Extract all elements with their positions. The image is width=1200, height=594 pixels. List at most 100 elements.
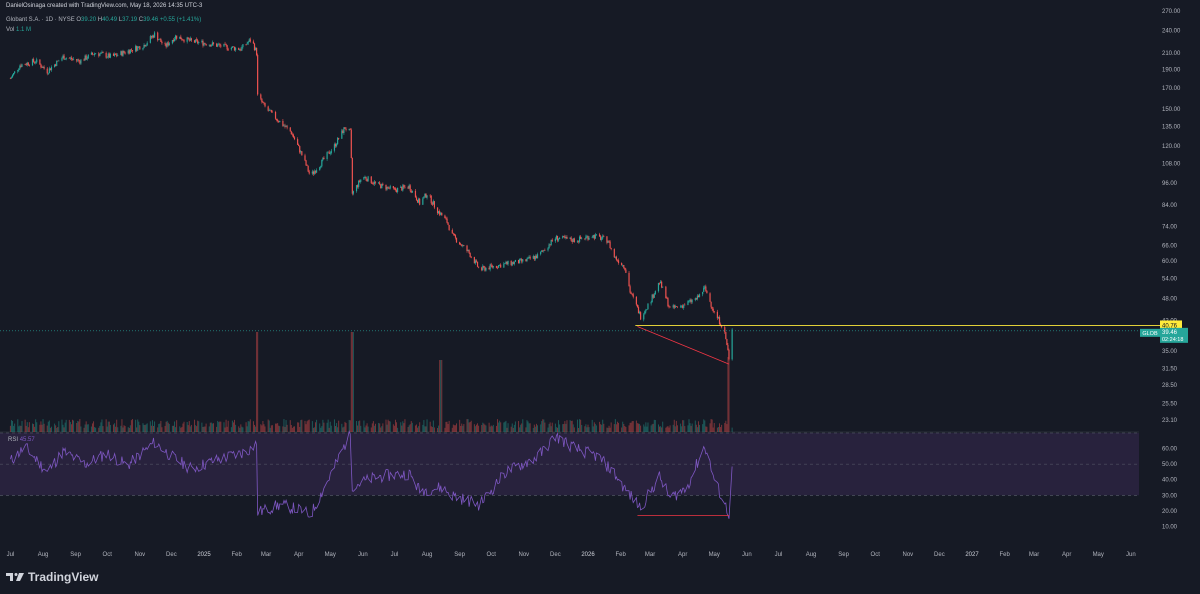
- candle-body: [341, 130, 343, 139]
- candle-body: [234, 47, 237, 51]
- candle-body: [19, 65, 21, 69]
- symbol-description[interactable]: Globant S.A. · 1D · NYSE: [6, 17, 75, 23]
- candle-body: [187, 37, 189, 40]
- volume-bar: [218, 422, 220, 432]
- volume-bar: [483, 423, 485, 432]
- candle-body: [157, 32, 159, 41]
- rsi-legend[interactable]: RSI 45.57: [8, 437, 35, 443]
- volume-bar: [521, 423, 523, 432]
- volume-bar: [422, 424, 424, 432]
- volume-bar: [348, 419, 350, 432]
- volume-bar: [201, 422, 203, 432]
- volume-bar: [636, 423, 638, 432]
- candle-body: [631, 293, 633, 295]
- candle-body: [271, 111, 273, 113]
- volume-bar: [389, 421, 391, 432]
- candle-body: [562, 235, 564, 239]
- volume-bar: [121, 419, 123, 432]
- volume-bar: [165, 421, 167, 432]
- candle-body: [26, 62, 28, 65]
- price-axis-tick: 35.00: [1162, 349, 1178, 355]
- candle-body: [451, 230, 453, 234]
- volume-bar: [423, 420, 425, 432]
- volume-bar: [506, 427, 508, 432]
- price-axis-tick: 135.00: [1162, 124, 1181, 130]
- candle-body: [598, 234, 601, 237]
- candle-body: [721, 326, 723, 328]
- volume-bar: [474, 426, 476, 432]
- candle-body: [223, 43, 225, 47]
- candle-body: [630, 292, 632, 294]
- candle-body: [436, 207, 439, 214]
- volume-bar: [397, 427, 399, 432]
- candle-body: [459, 242, 461, 245]
- volume-bar: [571, 420, 573, 432]
- volume-bar: [437, 427, 439, 432]
- volume-bar: [624, 426, 626, 432]
- volume-bar: [305, 424, 307, 432]
- time-axis-tick: 2027: [965, 552, 979, 558]
- volume-bar: [304, 420, 306, 432]
- volume-bar: [238, 426, 240, 432]
- candle-body: [394, 188, 397, 191]
- volume-bar: [607, 427, 609, 432]
- volume-bar: [646, 426, 648, 432]
- volume-bar: [113, 424, 115, 432]
- volume-bar: [202, 426, 204, 432]
- candle-body: [136, 46, 138, 51]
- volume-bar: [49, 427, 51, 432]
- volume-bar: [549, 422, 551, 432]
- candle-body: [307, 165, 309, 172]
- volume-bar: [27, 427, 29, 432]
- candle-body: [365, 176, 367, 180]
- volume-bar: [631, 421, 633, 432]
- volume-bar: [687, 425, 689, 432]
- volume-bar: [102, 426, 104, 432]
- volume-bar: [224, 427, 226, 432]
- candle-body: [697, 295, 700, 298]
- candle-body: [57, 60, 59, 62]
- candle-body: [652, 294, 654, 298]
- chart-attribution: DanielOsinaga created with TradingView.c…: [6, 3, 203, 9]
- tradingview-brand[interactable]: TradingView: [6, 570, 98, 584]
- candle-body: [505, 261, 507, 264]
- volume-bar: [247, 421, 249, 432]
- time-axis-tick: Jul: [775, 552, 783, 558]
- candle-body: [263, 102, 265, 104]
- volume-bar: [603, 423, 605, 432]
- volume-bar: [182, 423, 184, 432]
- candle-body: [726, 339, 728, 345]
- volume-bar: [351, 332, 353, 432]
- volume-bar: [46, 425, 48, 432]
- volume-bar: [28, 422, 30, 432]
- volume-bar: [608, 425, 610, 432]
- candle-body: [181, 39, 183, 40]
- volume-bar: [645, 422, 647, 432]
- volume-bar: [226, 426, 228, 432]
- candle-body: [226, 45, 228, 50]
- volume-bar: [95, 427, 97, 432]
- level-price-badge: [1160, 320, 1182, 330]
- candle-body: [320, 166, 322, 168]
- volume-bar: [652, 423, 654, 432]
- volume-bar: [284, 426, 286, 432]
- volume-bar: [683, 420, 685, 432]
- candle-body: [555, 235, 558, 239]
- volume-bar: [42, 419, 44, 432]
- volume-bar: [10, 420, 12, 432]
- volume-bar: [120, 425, 122, 432]
- volume-bar: [579, 419, 581, 432]
- volume-legend[interactable]: Vol 1.1 M: [6, 27, 31, 33]
- candle-body: [313, 171, 316, 174]
- candle-body: [645, 309, 647, 312]
- price-axis-tick: 96.00: [1162, 181, 1178, 187]
- volume-bar: [402, 421, 404, 432]
- candle-body: [407, 187, 409, 189]
- volume-bar: [439, 360, 441, 432]
- volume-bar: [694, 420, 696, 432]
- candle-body: [168, 43, 170, 46]
- volume-bar: [550, 426, 552, 432]
- candle-body: [68, 57, 70, 59]
- candle-body: [167, 42, 169, 46]
- volume-bar: [175, 427, 177, 432]
